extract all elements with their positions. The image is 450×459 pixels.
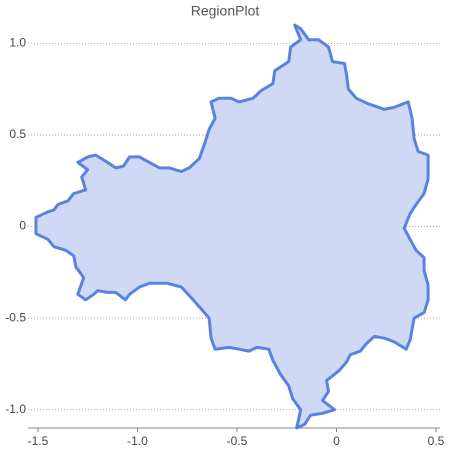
region xyxy=(34,23,430,430)
x-tick-label: -1.5 xyxy=(28,434,49,448)
y-tick-label: 1.0 xyxy=(9,35,26,49)
x-tick-label: 0.5 xyxy=(428,434,445,448)
y-tick-label: -1.0 xyxy=(5,402,26,416)
chart-title: RegionPlot xyxy=(191,3,260,19)
y-tick-label: -0.5 xyxy=(5,310,26,324)
x-tick-label: 0 xyxy=(333,434,340,448)
y-tick-label: 0.5 xyxy=(9,127,26,141)
y-tick-label: 0 xyxy=(19,219,26,233)
x-tick-label: -1.0 xyxy=(127,434,148,448)
x-tick-label: -0.5 xyxy=(227,434,248,448)
